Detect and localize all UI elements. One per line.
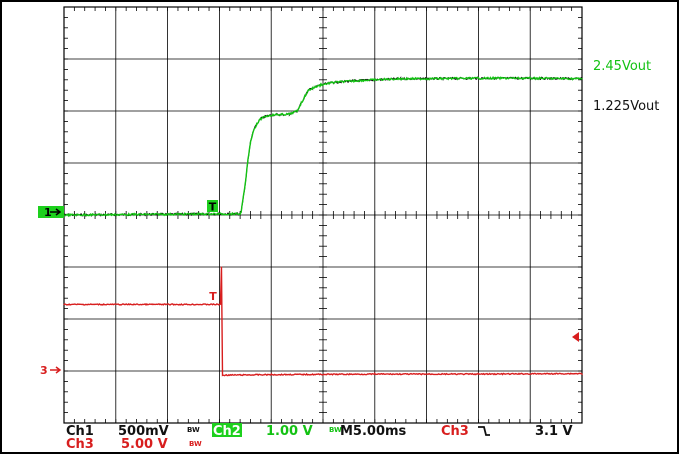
trigger-markers: T T: [207, 200, 218, 303]
annotation-2-45vout: 2.45Vout: [593, 59, 651, 74]
ch3-label: Ch3: [66, 437, 94, 452]
ch3-marker-label: 3: [40, 364, 48, 377]
ch2-bandwidth-icon: BW: [329, 426, 342, 434]
ch1-trigger-marker-bg: [207, 200, 218, 212]
trigger-level: 3.1 V: [535, 424, 573, 439]
trigger-source: Ch3: [441, 424, 469, 439]
falling-edge-icon: [478, 426, 490, 436]
ch1-scale: 500mV: [118, 424, 169, 439]
annotation-1-225vout: 1.225Vout: [593, 99, 659, 114]
arrow-right-icon: [50, 208, 62, 216]
ch3-trace: [63, 266, 583, 377]
ch2-badge: [212, 423, 242, 437]
ch3-ground-marker: 3: [40, 364, 62, 377]
status-bar: Ch1 500mV BW Ch2 1.00 V BW M5.00ms Ch3 3…: [66, 423, 573, 452]
trigger-level-arrow-icon: [572, 332, 579, 342]
timebase: M5.00ms: [340, 424, 407, 439]
ch3-trigger-marker: T: [209, 290, 217, 303]
ch1-bandwidth-icon: BW: [187, 426, 200, 434]
ch3-bandwidth-icon: BW: [189, 440, 202, 448]
ch1-label: Ch1: [66, 424, 94, 439]
arrow-right-icon: [50, 366, 62, 374]
ch3-scale: 5.00 V: [121, 437, 168, 452]
ch2-scale: 1.00 V: [266, 424, 313, 439]
ch2-label: Ch2: [213, 424, 241, 439]
ch1-trigger-marker: T: [209, 201, 217, 214]
ch1-ground-marker: 1: [38, 206, 64, 219]
ch1-marker-label: 1: [44, 206, 52, 219]
traces: [63, 75, 583, 377]
ch1-trace: [63, 75, 583, 218]
